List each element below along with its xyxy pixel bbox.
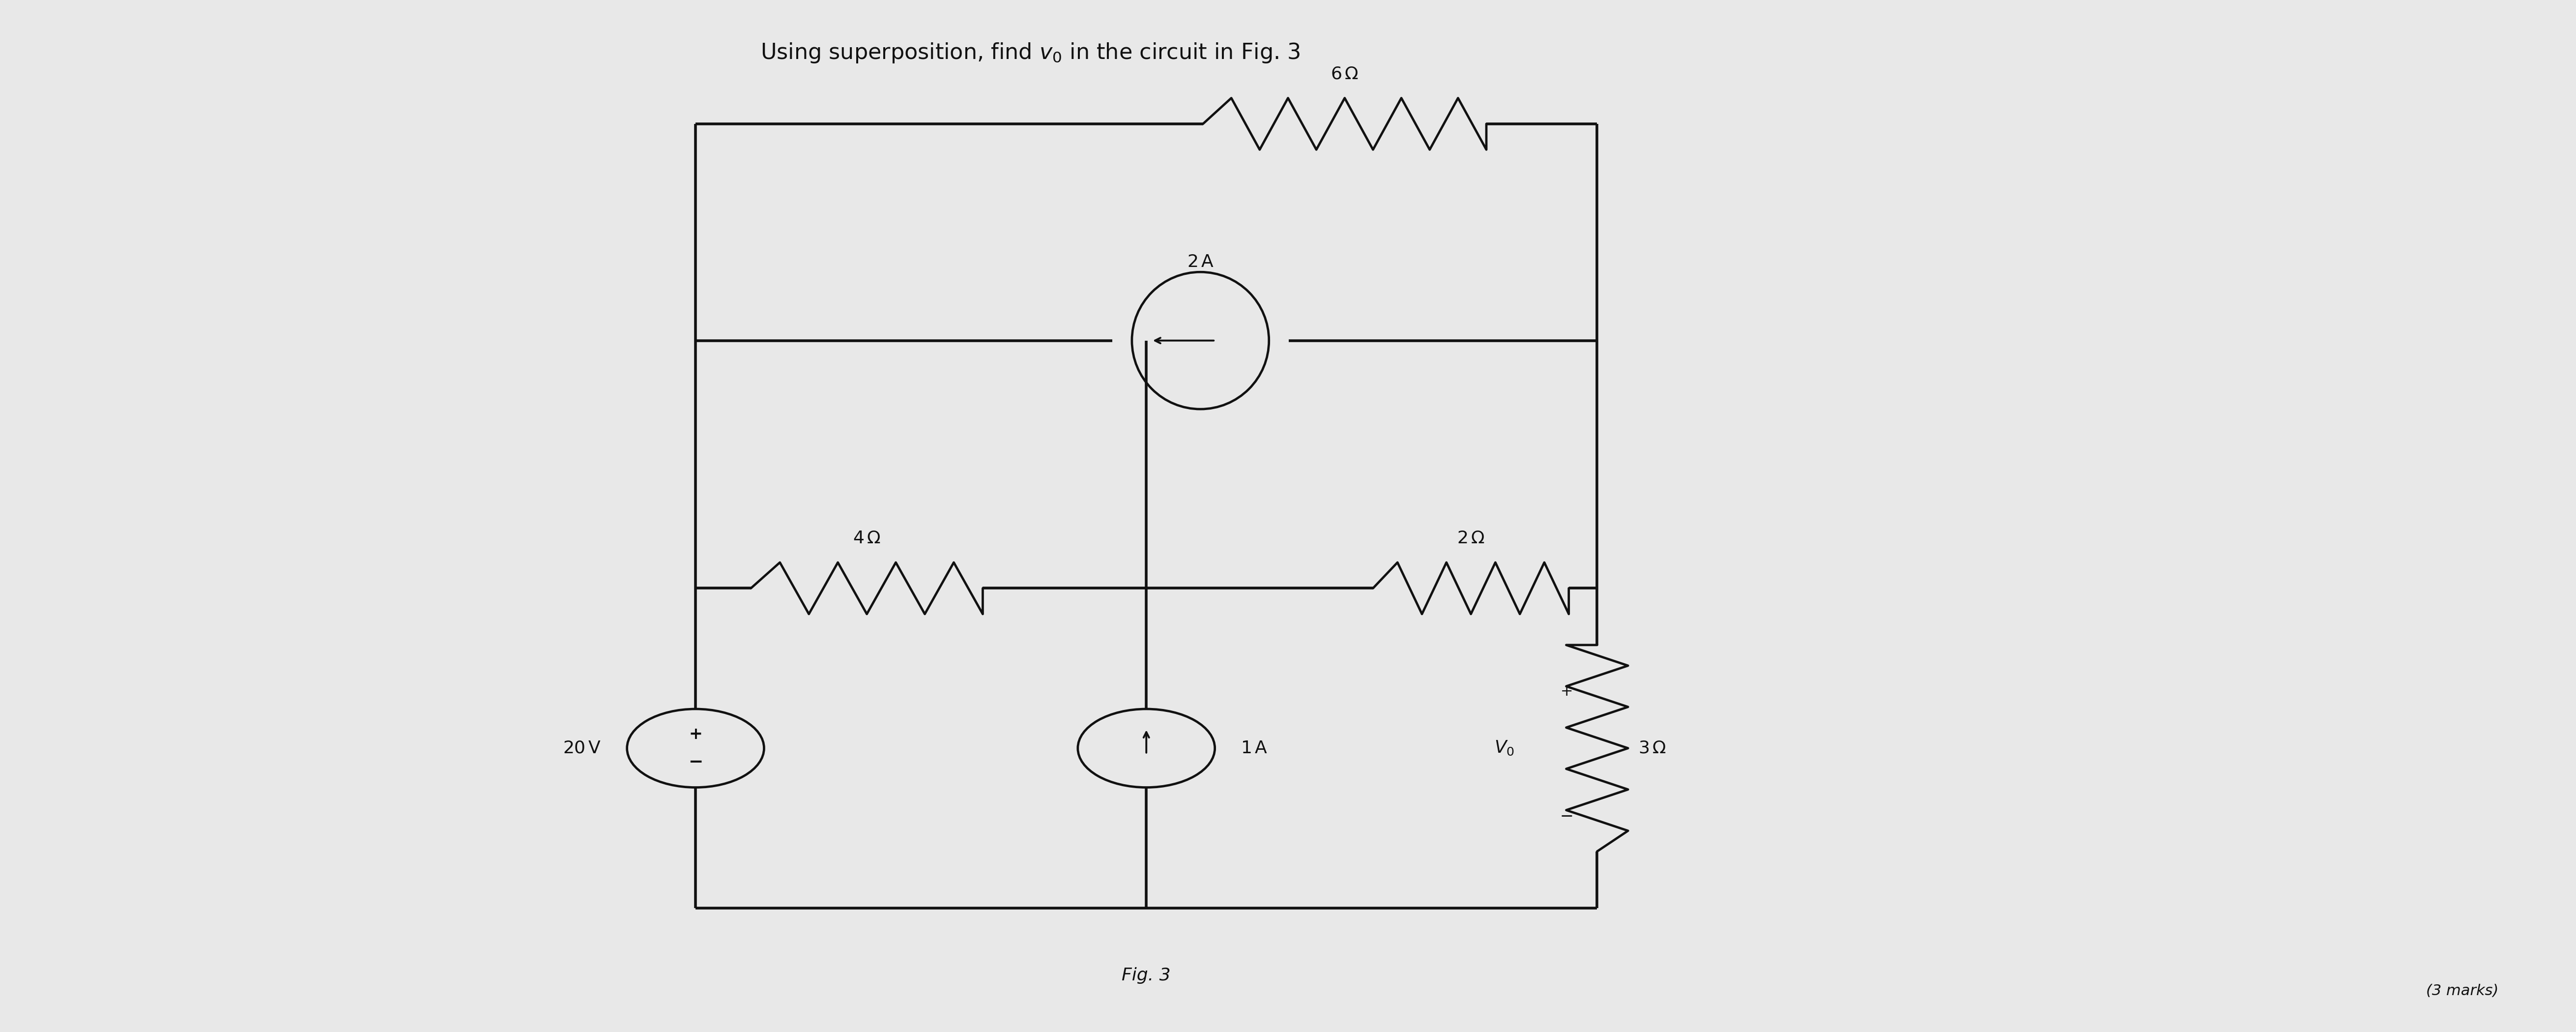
Text: (3 marks): (3 marks)	[2427, 983, 2499, 998]
Text: Fig. 3: Fig. 3	[1121, 967, 1172, 983]
Text: $1\,\mathrm{A}$: $1\,\mathrm{A}$	[1242, 740, 1267, 756]
Text: −: −	[688, 753, 703, 770]
Text: $-$: $-$	[1558, 807, 1574, 824]
Text: $V_0$: $V_0$	[1494, 740, 1515, 756]
Text: $20\,\mathrm{V}$: $20\,\mathrm{V}$	[564, 740, 600, 756]
Text: $2\,\mathrm{A}$: $2\,\mathrm{A}$	[1188, 254, 1213, 270]
Text: +: +	[688, 727, 703, 743]
Text: Using superposition, find $v_0$ in the circuit in Fig. 3: Using superposition, find $v_0$ in the c…	[760, 41, 1301, 64]
Text: $3\,\Omega$: $3\,\Omega$	[1638, 740, 1667, 756]
Text: $2\,\Omega$: $2\,\Omega$	[1458, 530, 1484, 547]
Text: $4\,\Omega$: $4\,\Omega$	[853, 530, 881, 547]
Text: $+$: $+$	[1561, 684, 1571, 699]
Text: $6\,\Omega$: $6\,\Omega$	[1332, 66, 1358, 83]
